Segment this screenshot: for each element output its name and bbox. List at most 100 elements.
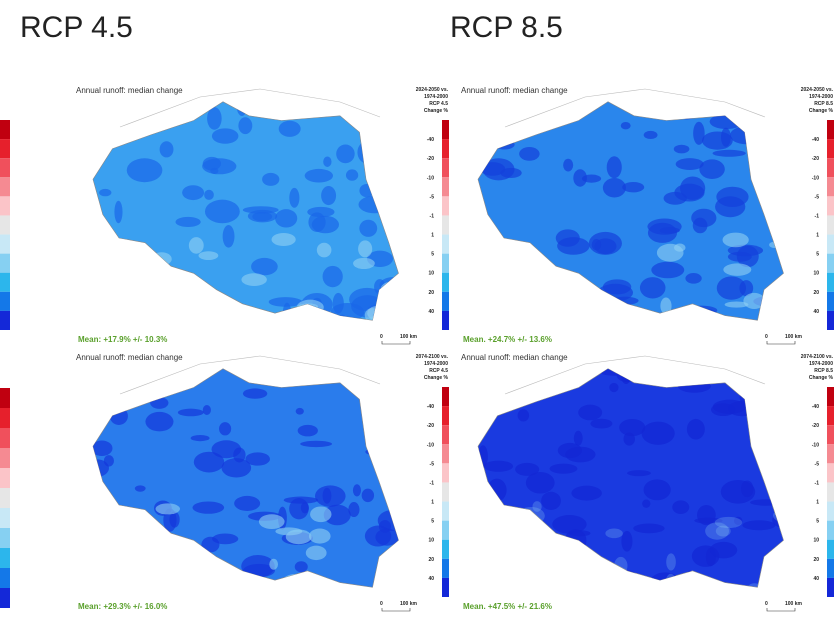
patch: [135, 256, 160, 265]
patch: [590, 418, 613, 429]
map-title: Annual runoff: median change: [76, 353, 183, 362]
legend-swatch: [827, 177, 834, 197]
country: [92, 368, 399, 588]
patch: [562, 558, 583, 575]
legend-label: -10: [427, 175, 434, 181]
patch: [345, 169, 359, 181]
legend-swatch: [0, 158, 10, 178]
patch: [377, 510, 399, 532]
legend-swatch: [442, 482, 449, 502]
patch: [151, 252, 172, 266]
patch: [557, 442, 582, 459]
patch: [739, 280, 754, 297]
patch: [715, 525, 731, 537]
legend-label: -5: [815, 194, 820, 200]
patch: [478, 148, 486, 155]
patch: [489, 288, 506, 301]
mean-label: Mean. +24.7% +/- 13.6%: [463, 335, 552, 344]
legend-swatch: [827, 558, 834, 578]
legend-swatch: [827, 291, 834, 311]
patch: [364, 525, 392, 547]
scale-label: 0: [380, 601, 383, 607]
patch: [776, 400, 784, 423]
patch: [518, 101, 541, 113]
patch: [141, 531, 153, 549]
patch: [262, 172, 280, 186]
patch: [285, 529, 312, 545]
patch: [507, 529, 525, 546]
patch: [177, 408, 204, 417]
patch: [268, 297, 303, 307]
patch: [673, 144, 690, 154]
legend-label: -20: [812, 423, 819, 429]
patch: [605, 528, 623, 539]
patch: [190, 583, 212, 588]
patch: [478, 524, 499, 549]
legend-swatch: [827, 406, 834, 426]
legend-swatch: [0, 488, 10, 508]
patch: [563, 158, 574, 172]
legend-label: -1: [815, 213, 820, 219]
legend-label: -40: [812, 137, 819, 143]
legend-swatch: [442, 577, 449, 597]
patch: [305, 545, 327, 561]
patch: [715, 588, 740, 605]
legend-label: -10: [427, 442, 434, 448]
legend-swatch: [0, 291, 10, 311]
patch: [93, 440, 113, 456]
legend-swatch: [827, 196, 834, 216]
patch: [525, 471, 555, 494]
legend-swatch: [827, 253, 834, 273]
patch: [297, 424, 318, 437]
legend-swatch: [442, 196, 449, 216]
patch: [573, 430, 583, 446]
patch: [486, 567, 511, 579]
legend-swatch: [0, 408, 10, 428]
legend-title: Change %: [424, 108, 449, 114]
patch: [242, 206, 279, 214]
patch: [674, 243, 686, 252]
patch: [666, 553, 676, 571]
legend-label: -1: [815, 480, 820, 486]
patch: [724, 301, 749, 308]
patch: [619, 418, 646, 437]
patch: [319, 314, 342, 321]
patch: [222, 225, 235, 248]
patch: [293, 102, 321, 117]
patch: [758, 450, 773, 463]
patch: [129, 315, 154, 321]
neighbour-border: [119, 355, 381, 395]
legend-label: 40: [813, 576, 819, 582]
legend-label: -40: [427, 404, 434, 410]
patch: [739, 386, 762, 408]
patch: [517, 545, 547, 559]
legend-label: -5: [430, 194, 435, 200]
patch: [336, 314, 349, 321]
patch: [515, 462, 540, 476]
patch: [777, 276, 784, 289]
patch: [361, 488, 375, 503]
patch: [716, 276, 747, 300]
patch: [480, 162, 506, 176]
neighbour-border: [504, 88, 766, 128]
patch: [81, 488, 89, 503]
legend-label: -40: [427, 137, 434, 143]
patch: [241, 554, 275, 578]
map-panel: Annual runoff: median change Mean: +17.9%…: [76, 86, 449, 345]
patch: [771, 461, 784, 471]
patch: [366, 103, 385, 116]
patch: [614, 556, 628, 575]
patch: [494, 139, 515, 150]
patch: [241, 273, 267, 287]
legend-swatch: [442, 139, 449, 159]
patch: [138, 248, 154, 263]
legend-swatch: [442, 253, 449, 273]
patch: [505, 264, 528, 276]
legend-swatch: [0, 177, 10, 197]
patch: [571, 485, 602, 501]
scale-label: 0: [765, 334, 768, 340]
legend-swatch: [827, 577, 834, 597]
legend-swatch: [0, 428, 10, 448]
patch: [93, 517, 96, 536]
patch: [633, 523, 665, 534]
